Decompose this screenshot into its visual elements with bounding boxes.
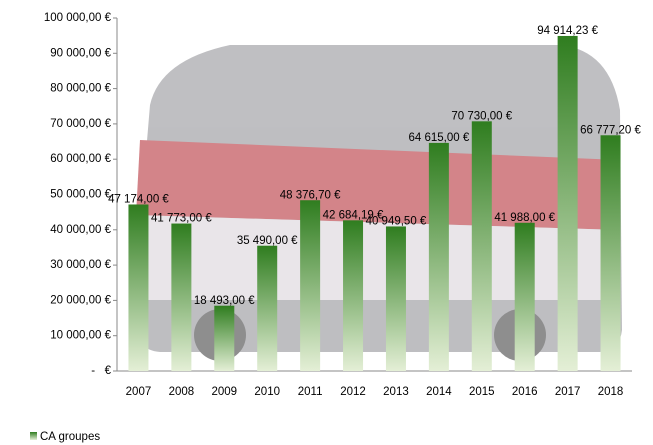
x-tick-label: 2015 [469,386,495,398]
bar [600,135,621,371]
y-tick-label: 50 000,00 € [50,189,111,201]
y-tick-label: 90 000,00 € [50,47,111,59]
value-label: 47 174,00 € [108,194,169,206]
x-tick-label: 2012 [340,386,366,398]
x-tick-label: 2014 [426,386,452,398]
y-tick-label: 40 000,00 € [50,224,111,236]
bar [385,226,406,371]
x-tick-label: 2007 [126,386,152,398]
y-tick-label: 60 000,00 € [50,153,111,165]
bar [171,223,192,371]
bar [343,220,364,371]
bar [557,35,578,372]
bar [514,222,535,371]
y-tick-label: - € [91,365,111,377]
value-label: 64 615,00 € [408,132,469,144]
value-label: 40 949,50 € [366,215,427,227]
bar [128,204,149,371]
y-tick-label: 80 000,00 € [50,83,111,95]
legend-label: CA groupes [40,431,100,443]
value-label: 41 773,00 € [151,213,212,225]
value-label: 66 777,20 € [580,124,641,136]
value-label: 35 490,00 € [237,235,298,247]
y-tick-label: 70 000,00 € [50,118,111,130]
y-tick-label: 10 000,00 € [50,330,111,342]
x-tick-label: 2013 [383,386,409,398]
bar [214,305,235,371]
x-tick-label: 2009 [211,386,237,398]
y-tick-label: 100 000,00 € [44,12,112,24]
legend-swatch [30,432,37,440]
x-tick-label: 2011 [298,386,323,398]
bar [257,245,278,371]
value-label: 94 914,23 € [537,25,598,37]
x-tick-label: 2008 [169,386,195,398]
value-label: 70 730,00 € [451,110,512,122]
background-bus [132,45,622,361]
value-label: 42 684,19 € [323,209,384,221]
value-label: 18 493,00 € [194,295,255,307]
x-tick-label: 2010 [254,386,280,398]
y-tick-label: 30 000,00 € [50,259,111,271]
x-tick-label: 2017 [555,386,581,398]
bar [300,200,321,371]
x-tick-label: 2016 [512,386,538,398]
value-label: 41 988,00 € [494,212,555,224]
bar [428,142,449,371]
x-tick-label: 2018 [598,386,624,398]
bar [471,121,492,372]
y-tick-label: 20 000,00 € [50,294,111,306]
value-label: 48 376,70 € [280,189,341,201]
